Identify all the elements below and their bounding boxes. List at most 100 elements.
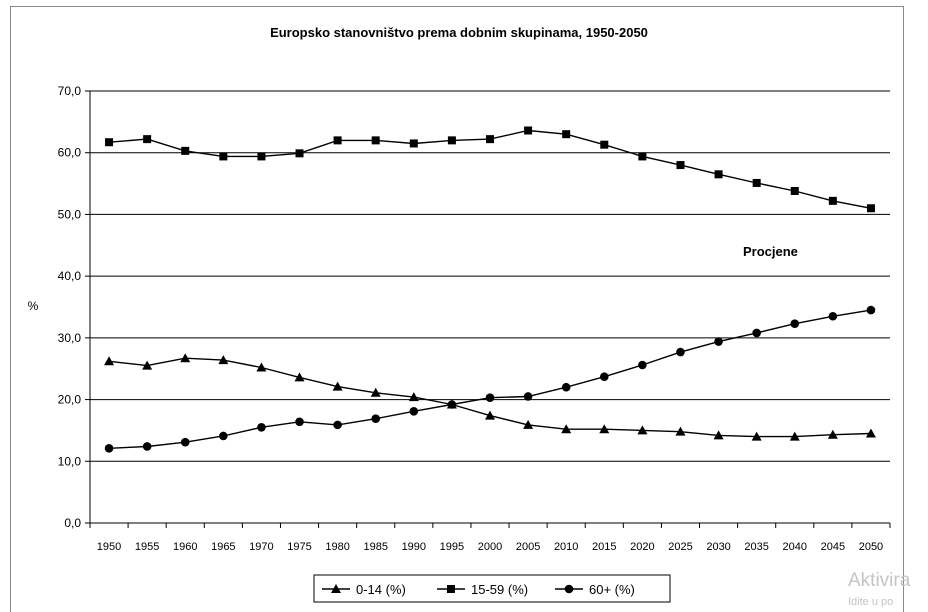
x-tick-label: 2000 [478, 541, 502, 553]
y-tick-label: 70,0 [58, 84, 82, 98]
data-point-square [105, 138, 114, 147]
y-tick-label: 50,0 [58, 207, 82, 221]
data-point-circle [180, 437, 190, 447]
data-point-square [866, 204, 875, 213]
data-point-triangle [180, 353, 191, 363]
chart-frame [10, 6, 904, 612]
data-point-circle [485, 393, 495, 403]
data-point-circle [409, 406, 419, 416]
legend-label: 60+ (%) [589, 582, 635, 597]
data-point-circle [752, 328, 761, 338]
data-point-triangle [561, 424, 572, 434]
data-point-square [371, 136, 380, 145]
data-point-square [219, 152, 228, 161]
x-tick-label: 2035 [744, 541, 768, 553]
x-tick-label: 1965 [211, 541, 235, 553]
data-point-triangle [485, 410, 495, 420]
data-point-triangle [599, 424, 610, 434]
x-tick-label: 1980 [325, 541, 349, 553]
data-point-triangle [218, 355, 229, 365]
watermark-line-1: Aktivira [848, 570, 911, 591]
x-tick-label: 2015 [592, 541, 616, 553]
data-point-circle [523, 392, 533, 401]
y-tick-label: 10,0 [58, 454, 82, 468]
y-tick-label: 30,0 [58, 331, 82, 345]
data-point-triangle [294, 372, 305, 382]
data-point-triangle [523, 419, 534, 429]
x-tick-label: 2025 [668, 541, 692, 553]
data-point-circle [866, 305, 876, 315]
axes [85, 90, 891, 528]
data-point-triangle [104, 356, 115, 366]
x-tick-label: 2020 [630, 541, 654, 553]
data-point-square [409, 139, 418, 148]
watermark-line-2: Idite u po [848, 596, 894, 608]
data-point-square [790, 186, 799, 195]
data-point-circle [790, 319, 800, 328]
x-tick-label: 2040 [783, 541, 807, 553]
legend-marker-triangle [331, 584, 341, 593]
x-tick-label: 1975 [287, 541, 311, 553]
data-point-triangle [256, 362, 267, 372]
grid-lines [90, 90, 890, 462]
data-point-circle [333, 420, 342, 430]
data-point-triangle [370, 387, 381, 397]
data-point-circle [447, 400, 457, 409]
data-point-triangle [332, 381, 343, 391]
data-point-square [295, 149, 304, 158]
data-point-circle [104, 444, 114, 453]
x-tick-label: 2010 [554, 541, 578, 553]
data-point-circle [676, 347, 685, 357]
data-point-square [828, 196, 837, 205]
data-point-square [181, 146, 190, 155]
legend-marker-circle [564, 584, 574, 594]
data-point-square [714, 170, 723, 179]
data-point-square [562, 130, 571, 139]
data-point-square [752, 178, 761, 187]
data-point-circle [638, 360, 647, 370]
data-point-square [447, 136, 456, 145]
x-tick-label: 1995 [440, 541, 464, 553]
data-point-square [676, 161, 685, 170]
data-point-triangle [789, 431, 800, 441]
x-tick-label: 1960 [173, 541, 197, 553]
data-point-circle [371, 414, 381, 424]
legend-box [313, 574, 671, 603]
data-point-circle [714, 337, 723, 346]
y-axis-label: % [28, 299, 39, 313]
y-tick-label: 60,0 [58, 146, 82, 160]
data-point-circle [142, 442, 152, 451]
chart-title: Europsko stanovništvo prema dobnim skupi… [270, 25, 648, 40]
data-point-triangle [751, 431, 762, 441]
data-point-triangle [713, 430, 724, 440]
x-tick-label: 2050 [859, 541, 883, 553]
data-point-circle [561, 382, 571, 392]
x-tick-label: 1990 [402, 541, 426, 553]
data-point-triangle [637, 425, 648, 435]
data-point-square [600, 140, 609, 149]
data-point-triangle [865, 428, 876, 438]
data-point-circle [219, 431, 228, 441]
data-point-circle [257, 423, 266, 432]
data-point-circle [295, 417, 304, 427]
data-point-triangle [827, 429, 838, 439]
legend-label: 0-14 (%) [356, 582, 406, 597]
data-point-square [486, 135, 494, 144]
x-tick-label: 2045 [821, 541, 845, 553]
y-tick-label: 40,0 [58, 269, 82, 283]
data-point-square [638, 152, 647, 161]
data-point-triangle [408, 392, 419, 402]
data-point-square [143, 135, 152, 144]
legend-marker-square [447, 585, 455, 593]
legend-label: 15-59 (%) [471, 582, 528, 597]
x-tick-label: 1985 [363, 541, 387, 553]
legend: 0-14 (%) 15-59 (%) 60+ (%) [313, 574, 671, 603]
x-tick-label: 1950 [97, 541, 121, 553]
data-point-circle [599, 372, 609, 382]
x-tick-label: 2005 [516, 541, 540, 553]
y-tick-label: 20,0 [58, 393, 82, 407]
x-tick-label: 1955 [135, 541, 159, 553]
data-point-circle [828, 311, 838, 321]
series-lines [104, 126, 876, 453]
